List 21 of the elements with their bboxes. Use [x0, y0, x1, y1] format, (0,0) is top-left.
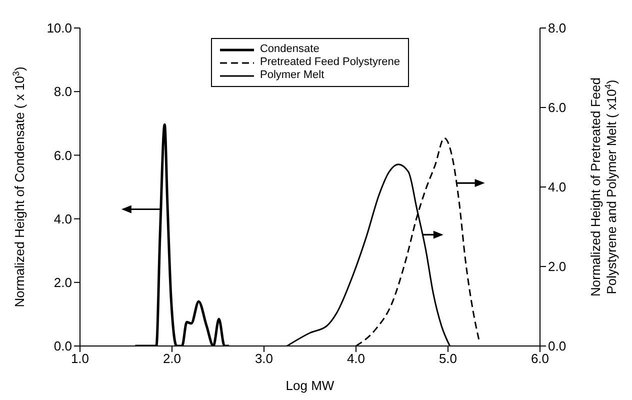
y-tick-label: 2.0: [54, 275, 72, 290]
y-tick-label: 6.0: [54, 148, 72, 163]
x-tick-label: 6.0: [530, 351, 550, 366]
legend-label: Pretreated Feed Polystyrene: [260, 56, 400, 69]
y-tick-label: 10.0: [46, 20, 72, 36]
x-tick-label: 4.0: [346, 351, 366, 366]
y-tick-label: 8.0: [54, 84, 72, 100]
y-tick-label: 0.0: [54, 338, 72, 354]
y2-tick-label: 2.0: [548, 259, 566, 274]
x-tick-label: 5.0: [438, 351, 458, 366]
y2-tick-label: 4.0: [548, 180, 566, 195]
y-tick-label: 4.0: [54, 211, 72, 226]
y2-tick-label: 6.0: [548, 100, 566, 116]
legend-label: Condensate: [260, 43, 320, 56]
y2-tick-label: 0.0: [548, 338, 566, 354]
x-tick-label: 3.0: [254, 351, 274, 366]
y2-tick-label: 8.0: [548, 20, 566, 36]
legend-label: Polymer Melt: [260, 69, 324, 82]
x-axis-title: Log MW: [286, 378, 335, 393]
x-tick-label: 1.0: [70, 351, 90, 366]
x-tick-label: 2.0: [162, 351, 182, 366]
